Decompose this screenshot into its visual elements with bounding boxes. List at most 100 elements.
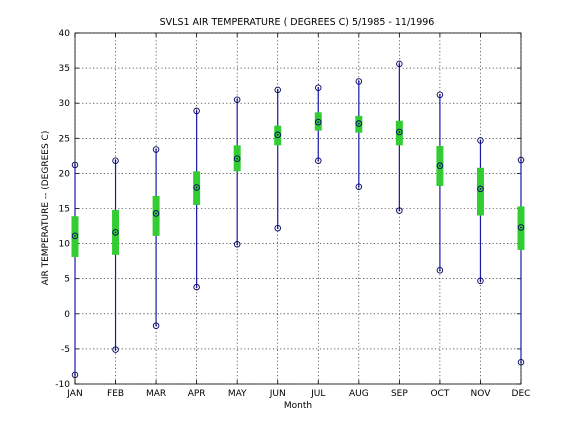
median-marker-dot: [398, 131, 401, 133]
median-marker-dot: [114, 231, 117, 234]
min-marker: [355, 183, 363, 190]
min-marker-dot: [155, 324, 157, 327]
median-marker: [436, 162, 444, 169]
box-group-dec: [517, 156, 525, 366]
y-tick-label: 15: [59, 205, 70, 215]
min-marker-dot: [317, 159, 320, 162]
min-marker: [112, 346, 119, 353]
box-group-aug: [355, 78, 363, 190]
median-marker: [274, 131, 281, 139]
min-marker-dot: [114, 348, 117, 351]
max-marker: [274, 86, 281, 94]
max-marker-dot: [236, 98, 238, 101]
min-marker-dot: [398, 209, 401, 212]
median-marker-dot: [195, 186, 198, 189]
max-marker-dot: [358, 80, 360, 83]
box-group-sep: [395, 60, 403, 214]
box-group-may: [233, 96, 241, 248]
y-tick-label: -5: [61, 345, 70, 355]
median-marker-dot: [439, 164, 441, 167]
min-marker: [233, 241, 241, 248]
x-tick-label: FEB: [107, 389, 124, 399]
max-marker: [436, 91, 444, 99]
max-marker-dot: [74, 164, 76, 166]
min-marker-dot: [195, 286, 198, 288]
box-group-apr: [193, 107, 201, 291]
max-marker: [233, 96, 241, 103]
x-tick-label: OCT: [430, 389, 449, 399]
median-marker-dot: [236, 157, 238, 160]
median-marker-dot: [276, 133, 279, 136]
min-marker-dot: [74, 374, 76, 376]
max-marker-dot: [317, 86, 320, 89]
max-marker: [112, 157, 119, 165]
median-marker-dot: [74, 235, 76, 237]
median-marker-dot: [479, 188, 482, 190]
box-group-feb: [112, 157, 120, 353]
max-marker: [315, 84, 322, 92]
y-tick-label: 5: [64, 275, 70, 285]
y-tick-label: 0: [64, 310, 70, 320]
y-tick-label: 40: [59, 29, 71, 39]
x-tick-label: SEP: [391, 389, 408, 399]
median-marker-dot: [317, 121, 320, 123]
x-axis-label: Month: [284, 401, 312, 411]
box-group-nov: [476, 137, 484, 285]
min-marker: [71, 371, 79, 379]
x-tick-label: AUG: [349, 389, 369, 399]
box-group-jun: [274, 86, 282, 232]
box-group-mar: [152, 146, 160, 329]
max-marker-dot: [520, 159, 522, 161]
x-tick-label: JAN: [66, 389, 82, 399]
min-marker: [315, 157, 322, 165]
x-tick-label: MAR: [146, 389, 166, 399]
max-marker: [396, 60, 403, 68]
min-marker-dot: [358, 185, 360, 188]
max-marker-dot: [276, 89, 279, 91]
min-marker-dot: [236, 243, 238, 246]
min-marker: [436, 267, 444, 274]
median-marker: [477, 185, 484, 193]
median-marker: [396, 128, 403, 136]
min-marker: [396, 207, 403, 214]
chart-title: SVLS1 AIR TEMPERATURE ( DEGREES C) 5/198…: [160, 17, 435, 28]
max-marker: [71, 161, 79, 169]
x-tick-label: NOV: [471, 389, 492, 399]
min-marker-dot: [439, 269, 441, 272]
x-tick-label: JUL: [310, 389, 325, 399]
max-marker: [152, 146, 160, 153]
max-marker: [193, 107, 200, 115]
x-tick-label: DEC: [512, 389, 531, 399]
median-marker: [112, 229, 119, 236]
y-axis-label: AIR TEMPERATURE -- (DEGREES C): [41, 131, 51, 286]
y-tick-label: 10: [59, 240, 71, 250]
min-marker: [517, 358, 525, 366]
box-group-jan: [71, 161, 79, 379]
median-marker: [355, 120, 363, 127]
max-marker-dot: [114, 159, 117, 162]
median-marker: [152, 210, 160, 217]
x-axis: JAN FEB MAR APR MAY JUN JUL AUG SEP OCT NOV DEC: [66, 33, 530, 399]
y-tick-label: 35: [59, 64, 70, 74]
box-group-oct: [436, 91, 444, 274]
min-marker: [274, 224, 281, 232]
median-marker: [71, 232, 79, 240]
box-plot-series: [71, 60, 525, 379]
y-tick-label: 20: [59, 169, 71, 179]
min-marker-dot: [520, 361, 522, 364]
max-marker-dot: [398, 63, 401, 65]
max-marker: [355, 78, 363, 85]
median-marker: [517, 224, 525, 231]
y-tick-label: 30: [59, 99, 71, 109]
max-marker-dot: [439, 93, 441, 96]
iqr-box: [395, 120, 403, 146]
min-marker: [193, 283, 200, 291]
median-marker: [315, 118, 322, 126]
min-marker: [477, 277, 484, 285]
max-marker-dot: [155, 148, 157, 151]
max-marker: [477, 137, 484, 144]
median-marker: [233, 155, 241, 162]
median-marker-dot: [520, 226, 522, 229]
